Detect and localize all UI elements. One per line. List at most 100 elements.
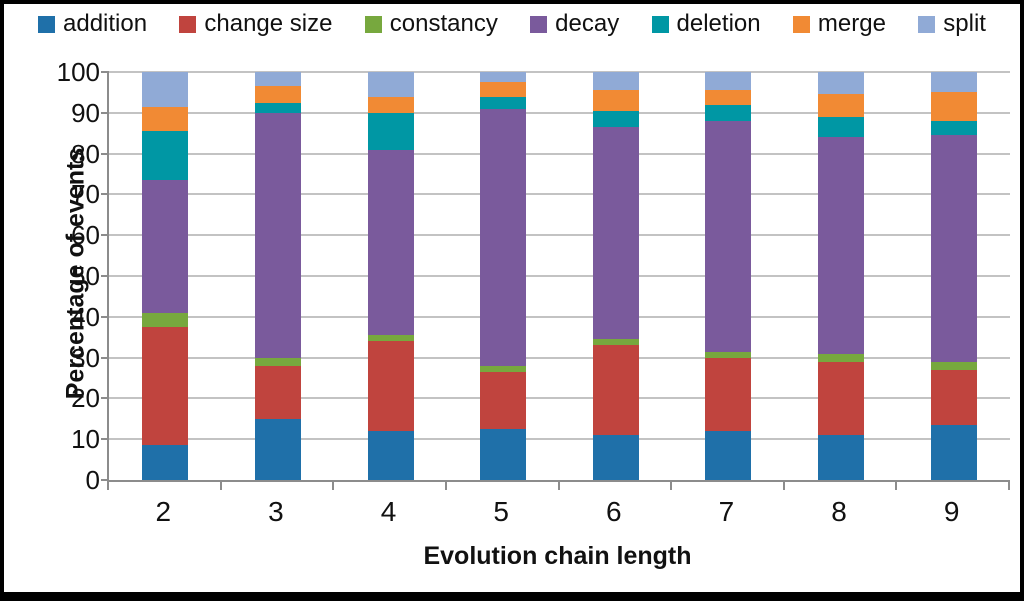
- bar-segment-split-8: [818, 72, 865, 95]
- bar-segment-addition-8: [818, 435, 865, 480]
- gridline-10: [109, 438, 1010, 441]
- stacked-bar-7: [705, 72, 752, 480]
- stacked-bar-5: [480, 72, 527, 480]
- legend-swatch-icon: [179, 15, 197, 33]
- legend-swatch-icon: [918, 15, 936, 33]
- y-tick-mark: [101, 111, 109, 114]
- bar-segment-split-5: [480, 72, 527, 83]
- bar-segment-decay-6: [592, 127, 639, 340]
- y-tick-label-40: 40: [71, 301, 100, 332]
- x-tick-mark: [332, 482, 335, 490]
- x-tick-label-9: 9: [943, 496, 960, 527]
- y-tick-mark: [101, 356, 109, 359]
- bar-segment-merge-3: [254, 86, 301, 103]
- x-tick-label-8: 8: [831, 496, 847, 527]
- stacked-bar-2: [142, 72, 189, 480]
- bar-segment-decay-7: [705, 120, 752, 352]
- y-tick-mark: [101, 315, 109, 318]
- bar-segment-split-7: [705, 72, 752, 91]
- bar-segment-deletion-6: [592, 110, 639, 128]
- x-tick-mark: [557, 482, 560, 490]
- x-tick-mark: [107, 482, 109, 490]
- legend-swatch-icon: [38, 15, 55, 33]
- y-tick-label-70: 70: [71, 179, 100, 210]
- bar-segment-change-size-3: [254, 365, 301, 419]
- bar-segment-constancy-7: [705, 351, 752, 358]
- y-tick-label-30: 30: [71, 342, 100, 373]
- stacked-bar-4: [367, 72, 414, 480]
- x-tick-mark: [895, 482, 898, 490]
- gridline-90: [109, 111, 1010, 114]
- bar-segment-deletion-5: [480, 96, 527, 109]
- bar-segment-change-size-9: [930, 369, 977, 425]
- gridline-70: [109, 193, 1010, 196]
- x-tick-mark: [670, 482, 673, 490]
- legend-swatch-icon: [651, 15, 669, 33]
- gridline-20: [109, 397, 1010, 400]
- bar-segment-merge-9: [930, 92, 977, 121]
- bar-segment-constancy-6: [592, 339, 639, 346]
- legend: addition change size constancy decay deletio…: [4, 7, 1020, 41]
- y-tick-label-80: 80: [71, 138, 100, 169]
- bar-segment-merge-5: [480, 82, 527, 97]
- legend-label: decay: [555, 10, 620, 37]
- bar-segment-addition-9: [930, 424, 977, 480]
- bar-segment-split-9: [930, 72, 977, 93]
- legend-label: constancy: [389, 10, 498, 37]
- bar-segment-deletion-8: [818, 116, 865, 138]
- stacked-bar-6: [592, 72, 639, 480]
- bar-segment-decay-5: [480, 108, 527, 366]
- y-tick-mark: [101, 152, 109, 155]
- y-tick-label-50: 50: [71, 261, 100, 291]
- y-tick-mark: [101, 71, 109, 73]
- gridline-40: [109, 315, 1010, 318]
- legend-item-split: split: [918, 7, 986, 41]
- y-tick-label-60: 60: [71, 220, 100, 251]
- y-tick-label-100: 100: [56, 57, 100, 87]
- bar-segment-merge-2: [142, 106, 189, 132]
- stacked-bar-9: [930, 72, 977, 480]
- x-tick-label-5: 5: [493, 496, 509, 527]
- bar-segment-split-4: [367, 72, 414, 97]
- bar-segment-deletion-9: [930, 120, 977, 136]
- stacked-bar-8: [818, 72, 865, 480]
- bar-segment-deletion-4: [367, 112, 414, 150]
- legend-item-deletion: deletion: [651, 7, 761, 41]
- legend-swatch-icon: [530, 15, 548, 33]
- y-tick-mark: [101, 397, 109, 400]
- bar-segment-change-size-7: [705, 357, 752, 432]
- bar-segment-merge-8: [818, 94, 865, 117]
- gridline-50: [109, 275, 1010, 277]
- legend-swatch-icon: [364, 15, 382, 33]
- y-tick-mark: [101, 234, 109, 237]
- x-tick-mark: [782, 482, 785, 490]
- bar-segment-split-3: [254, 72, 301, 87]
- bar-segment-addition-7: [705, 431, 752, 480]
- y-tick-label-0: 0: [85, 465, 100, 495]
- bar-segment-decay-8: [818, 137, 865, 354]
- y-tick-mark: [101, 275, 109, 277]
- x-tick-mark: [219, 482, 222, 490]
- bar-segment-decay-3: [254, 112, 301, 358]
- plot-area: [107, 71, 1010, 482]
- y-tick-mark: [101, 479, 109, 481]
- bar-segment-merge-4: [367, 96, 414, 113]
- gridline-60: [109, 234, 1010, 237]
- x-tick-label-7: 7: [718, 496, 735, 527]
- gridline-100: [109, 71, 1010, 73]
- bar-segment-split-2: [142, 72, 189, 107]
- y-tick-label-20: 20: [71, 383, 100, 414]
- bar-segment-deletion-3: [254, 102, 301, 113]
- legend-item-addition: addition: [38, 7, 147, 41]
- bar-segment-constancy-5: [480, 365, 527, 372]
- x-tick-mark: [1008, 482, 1010, 490]
- bar-segment-change-size-8: [818, 361, 865, 436]
- bar-segment-constancy-2: [142, 312, 189, 328]
- legend-label: merge: [817, 10, 886, 37]
- y-tick-mark: [101, 193, 109, 196]
- bar-segment-addition-5: [480, 429, 527, 480]
- x-axis-title: Evolution chain length: [423, 542, 692, 570]
- bar-segment-merge-6: [592, 90, 639, 111]
- legend-item-change-size: change size: [179, 7, 332, 41]
